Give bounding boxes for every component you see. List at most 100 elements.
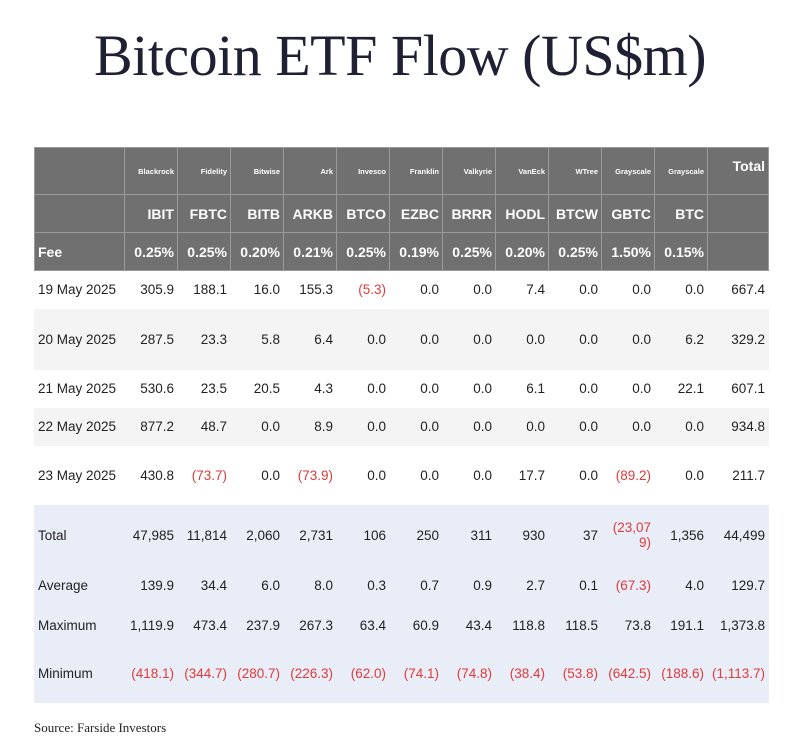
flow-value: 0.0 xyxy=(495,407,549,446)
flow-value: 0.0 xyxy=(389,308,443,370)
flow-value: 22.1 xyxy=(654,369,708,408)
flow-value: 0.0 xyxy=(442,369,496,408)
summary-value: (74.1) xyxy=(389,644,443,703)
summary-value: (38.4) xyxy=(495,644,549,703)
daily-flow-row: 19 May 2025 305.9 188.1 16.0 155.3 (5.3) 0.0 0.… xyxy=(34,270,769,309)
corner-cell xyxy=(34,194,125,233)
issuer-header-row: Blackrock Fidelity Bitwise Ark Invesco Frankl… xyxy=(34,147,769,195)
blank-cell xyxy=(707,232,769,271)
flow-value: 0.0 xyxy=(495,308,549,370)
flow-value: 607.1 xyxy=(707,369,769,408)
ticker-header-row: IBIT FBTC BITB ARKB BTCO EZBC BRRR HODL BTCW GBTC… xyxy=(34,194,769,233)
flow-value: 0.0 xyxy=(336,369,390,408)
daily-flow-row: 21 May 2025 530.6 23.5 20.5 4.3 0.0 0.0 0.0 6.1 0… xyxy=(34,369,769,408)
flow-value: 0.0 xyxy=(389,445,443,505)
ticker-header: HODL xyxy=(495,194,549,233)
flow-value: 0.0 xyxy=(442,308,496,370)
flow-value: 329.2 xyxy=(707,308,769,370)
fee-cell: 0.21% xyxy=(283,232,337,271)
summary-value: 1,356 xyxy=(654,504,708,566)
flow-value: 0.0 xyxy=(442,407,496,446)
flow-value: 0.0 xyxy=(230,407,284,446)
summary-value: 2.7 xyxy=(495,565,549,606)
flow-value: 0.0 xyxy=(389,407,443,446)
issuer-header: Bitwise xyxy=(230,147,284,195)
flow-value: 0.0 xyxy=(548,407,602,446)
blank-cell xyxy=(707,194,769,233)
summary-value: 47,985 xyxy=(124,504,178,566)
flow-value: 0.0 xyxy=(230,445,284,505)
summary-value: (74.8) xyxy=(442,644,496,703)
flow-value: 20.5 xyxy=(230,369,284,408)
flow-value: (5.3) xyxy=(336,270,390,309)
flow-value: 23.3 xyxy=(177,308,231,370)
flow-value: 0.0 xyxy=(442,270,496,309)
flow-value: (73.9) xyxy=(283,445,337,505)
flow-value: 6.2 xyxy=(654,308,708,370)
flow-value: 0.0 xyxy=(548,369,602,408)
flow-value: 17.7 xyxy=(495,445,549,505)
flow-value: 0.0 xyxy=(601,270,655,309)
summary-value: 43.4 xyxy=(442,605,496,645)
flow-value: 0.0 xyxy=(442,445,496,505)
summary-value: 129.7 xyxy=(707,565,769,606)
corner-cell xyxy=(34,147,125,195)
summary-value: (418.1) xyxy=(124,644,178,703)
issuer-header: Blackrock xyxy=(124,147,178,195)
ticker-header: BTCW xyxy=(548,194,602,233)
summary-row: Maximum 1,119.9 473.4 237.9 267.3 63.4 60.9 43.… xyxy=(34,605,769,645)
fee-row: Fee 0.25% 0.25% 0.20% 0.21% 0.25% 0.19% 0.25% 0.… xyxy=(34,232,769,271)
ticker-header: BTC xyxy=(654,194,708,233)
ticker-header: GBTC xyxy=(601,194,655,233)
summary-value: 44,499 xyxy=(707,504,769,566)
issuer-header: Franklin xyxy=(389,147,443,195)
summary-row: Minimum (418.1) (344.7) (280.7) (226.3) (62.0… xyxy=(34,644,769,703)
summary-row: Average 139.9 34.4 6.0 8.0 0.3 0.7 0.9 2.7 0.1 (67… xyxy=(34,565,769,606)
date-cell: 20 May 2025 xyxy=(34,308,125,370)
summary-value: 0.7 xyxy=(389,565,443,606)
flow-value: 0.0 xyxy=(389,270,443,309)
ticker-header: BRRR xyxy=(442,194,496,233)
date-cell: 21 May 2025 xyxy=(34,369,125,408)
flow-value: 211.7 xyxy=(707,445,769,505)
flow-value: 0.0 xyxy=(336,407,390,446)
date-cell: 19 May 2025 xyxy=(34,270,125,309)
summary-value: 139.9 xyxy=(124,565,178,606)
summary-label: Total xyxy=(34,504,125,566)
fee-cell: 1.50% xyxy=(601,232,655,271)
summary-value: 237.9 xyxy=(230,605,284,645)
fee-cell: 0.25% xyxy=(124,232,178,271)
summary-value: 73.8 xyxy=(601,605,655,645)
flow-value: 16.0 xyxy=(230,270,284,309)
daily-flow-row: 22 May 2025 877.2 48.7 0.0 8.9 0.0 0.0 0.0 0.0 0.… xyxy=(34,407,769,446)
summary-row: Total 47,985 11,814 2,060 2,731 106 250 311 930 3… xyxy=(34,504,769,566)
etf-flow-table: Blackrock Fidelity Bitwise Ark Invesco Frankl… xyxy=(34,147,769,703)
flow-value: 0.0 xyxy=(548,270,602,309)
flow-value: 23.5 xyxy=(177,369,231,408)
summary-value: (1,113.7) xyxy=(707,644,769,703)
flow-value: 6.1 xyxy=(495,369,549,408)
total-header: Total xyxy=(707,147,769,195)
flow-value: 0.0 xyxy=(601,407,655,446)
daily-flow-row: 20 May 2025 287.5 23.3 5.8 6.4 0.0 0.0 0.0 0.0 0.… xyxy=(34,308,769,370)
flow-value: 0.0 xyxy=(654,270,708,309)
summary-value: 4.0 xyxy=(654,565,708,606)
ticker-header: FBTC xyxy=(177,194,231,233)
fee-cell: 0.20% xyxy=(230,232,284,271)
flow-value: 877.2 xyxy=(124,407,178,446)
summary-value: 473.4 xyxy=(177,605,231,645)
summary-value: 0.9 xyxy=(442,565,496,606)
flow-value: 0.0 xyxy=(548,308,602,370)
summary-label: Maximum xyxy=(34,605,125,645)
summary-value: (280.7) xyxy=(230,644,284,703)
issuer-header: Grayscale xyxy=(601,147,655,195)
summary-value: 1,373.8 xyxy=(707,605,769,645)
flow-value: 0.0 xyxy=(601,369,655,408)
summary-label: Average xyxy=(34,565,125,606)
ticker-header: BITB xyxy=(230,194,284,233)
summary-value: 930 xyxy=(495,504,549,566)
ticker-header: EZBC xyxy=(389,194,443,233)
source-note: Source: Farside Investors xyxy=(34,720,167,735)
issuer-header: Invesco xyxy=(336,147,390,195)
flow-value: 0.0 xyxy=(601,308,655,370)
